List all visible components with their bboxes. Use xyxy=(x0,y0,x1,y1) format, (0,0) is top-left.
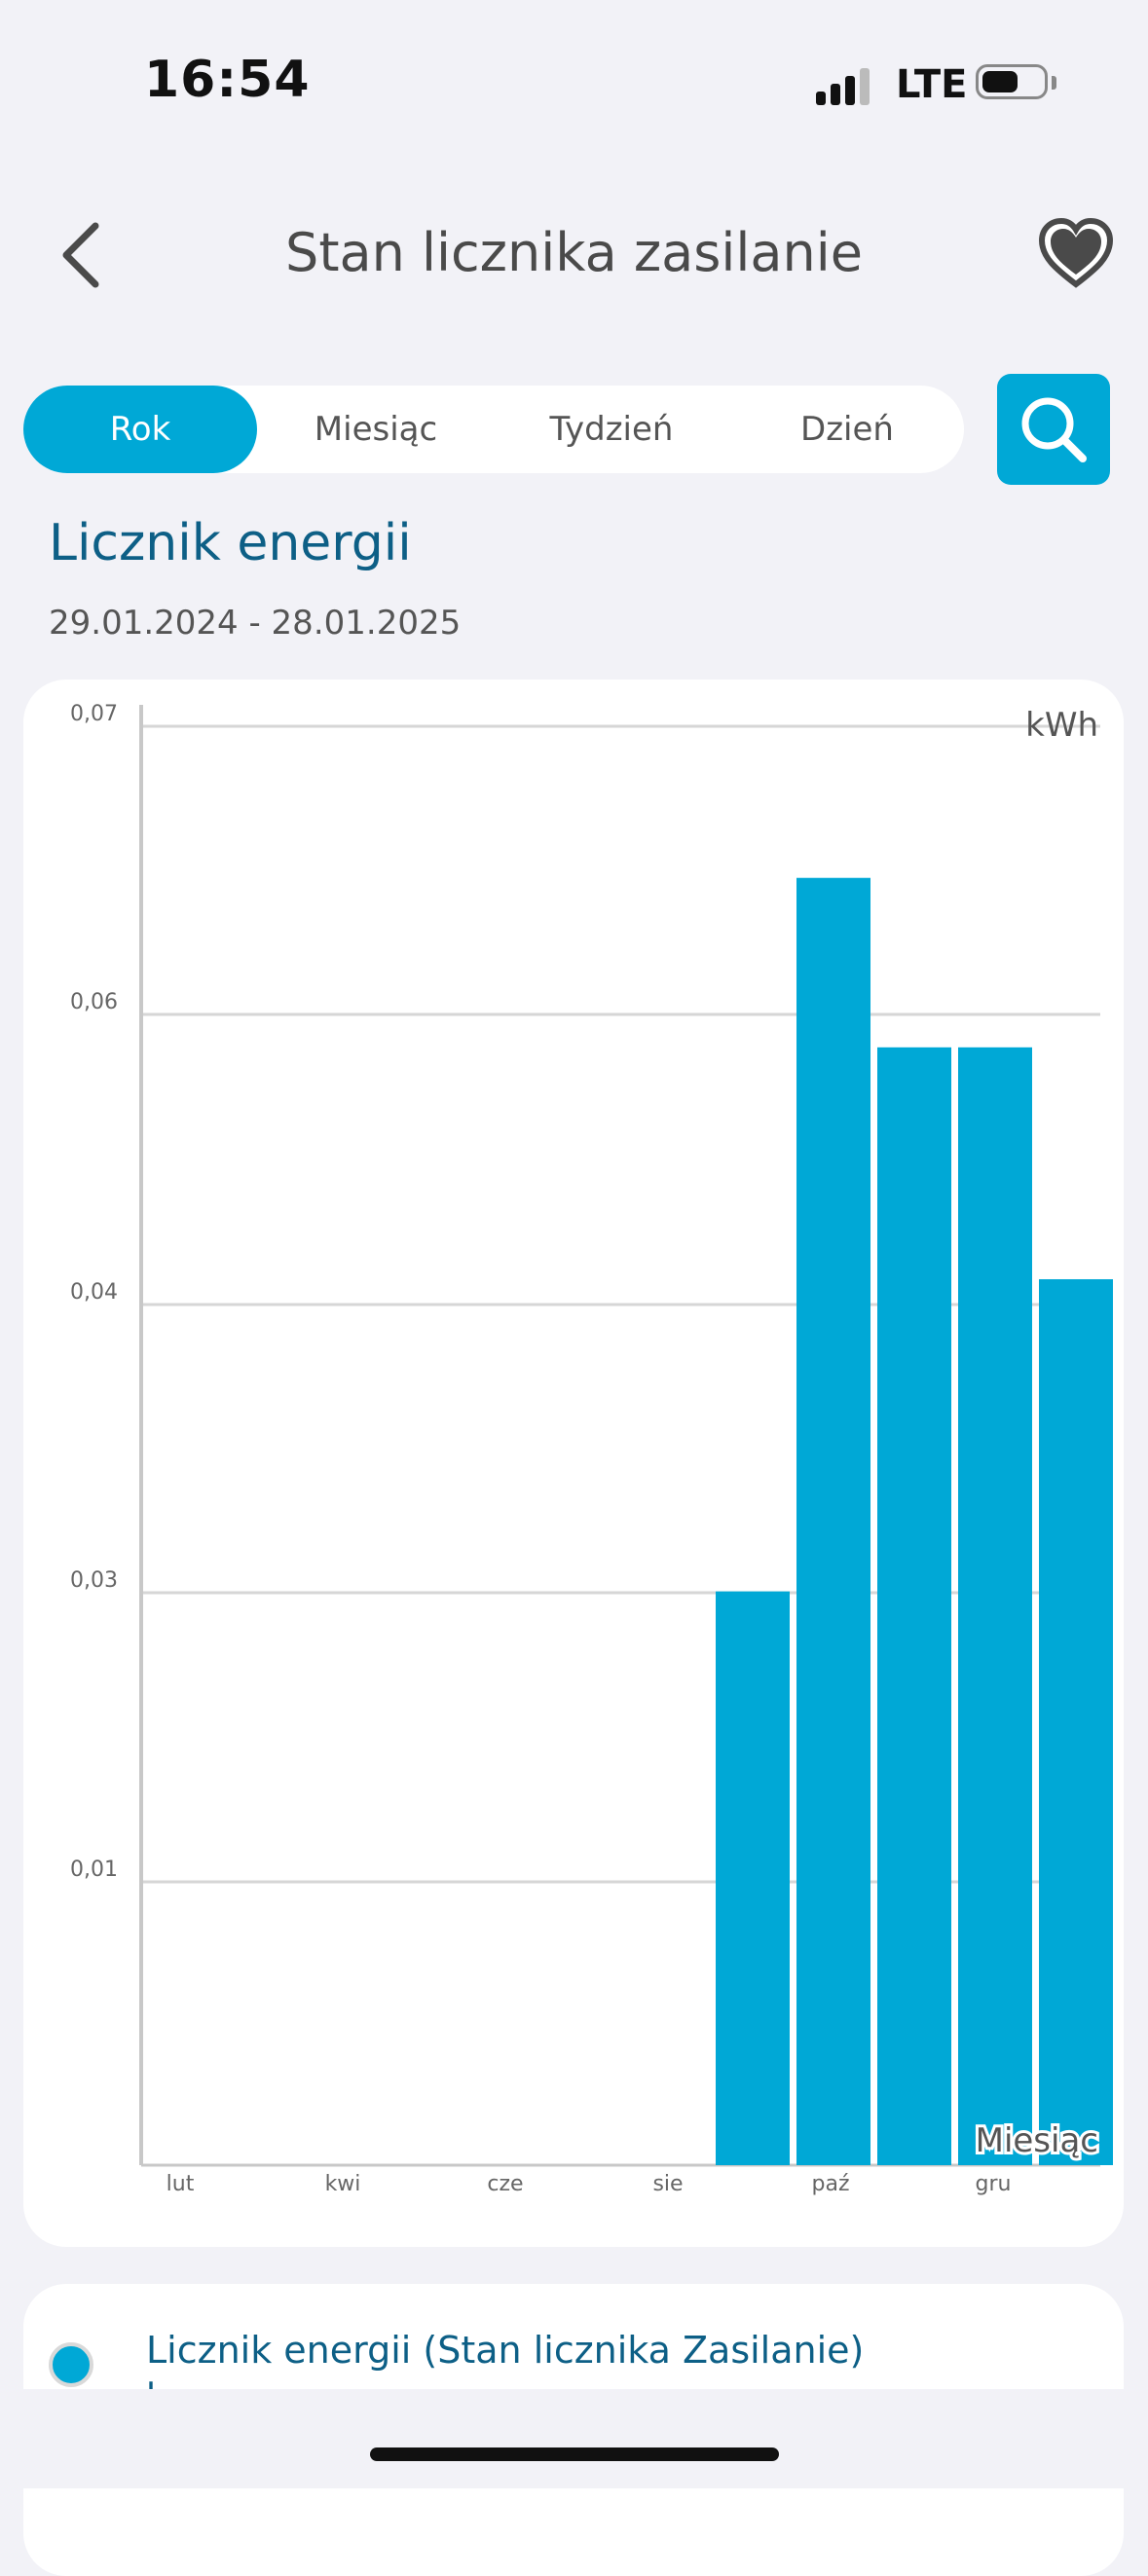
x-tick-label: sie xyxy=(652,2172,683,2196)
battery-tip xyxy=(1052,76,1056,90)
y-tick-label: 0,06 xyxy=(70,990,118,1014)
battery-icon xyxy=(976,64,1048,99)
y-unit-label: kWh xyxy=(1025,706,1098,745)
tab-day[interactable]: Dzień xyxy=(800,410,894,449)
search-button[interactable] xyxy=(997,374,1110,485)
home-indicator[interactable] xyxy=(370,2447,779,2461)
y-tick-label: 0,07 xyxy=(70,702,118,726)
y-tick-label: 0,03 xyxy=(70,1568,118,1593)
legend-series-toggle[interactable] xyxy=(49,2342,93,2387)
period-selector: Rok Miesiąc Tydzień Dzień xyxy=(23,386,964,473)
x-tick-label: paź xyxy=(812,2172,850,2196)
bottom-safe-area xyxy=(0,2389,1148,2488)
x-unit-label: Miesiąc xyxy=(976,2121,1098,2160)
status-time: 16:54 xyxy=(144,51,311,109)
heart-icon xyxy=(1038,217,1114,288)
chart-card: 0,07 0,06 0,04 0,03 0,01 kWh lut kwi cze sie paź gr… xyxy=(23,680,1124,2247)
y-tick-label: 0,04 xyxy=(70,1280,118,1305)
x-tick-label: cze xyxy=(487,2172,523,2196)
section-title: Licznik energii xyxy=(49,514,412,572)
legend-label: Licznik energii (Stan licznika Zasilanie… xyxy=(146,2329,865,2372)
x-tick-label: lut xyxy=(167,2172,195,2196)
y-tick-label: 0,01 xyxy=(70,1858,118,1882)
tab-year[interactable]: Rok xyxy=(23,386,257,473)
network-type: LTE xyxy=(896,62,968,107)
tab-month[interactable]: Miesiąc xyxy=(314,410,438,449)
x-tick-label: kwi xyxy=(325,2172,361,2196)
signal-icon xyxy=(816,66,874,105)
energy-bar-chart: 0,07 0,06 0,04 0,03 0,01 kWh lut kwi cze sie paź gr… xyxy=(70,702,1113,2196)
chevron-left-icon xyxy=(62,222,99,288)
page-title: Stan licznika zasilanie xyxy=(285,222,863,283)
bar xyxy=(1039,1278,1113,2165)
bar xyxy=(877,1047,951,2165)
bar xyxy=(958,1047,1032,2165)
x-tick-label: gru xyxy=(976,2172,1012,2196)
favorite-button[interactable] xyxy=(1036,214,1116,294)
search-icon xyxy=(1021,397,1087,462)
tab-week[interactable]: Tydzień xyxy=(549,410,674,449)
date-range: 29.01.2024 - 28.01.2025 xyxy=(49,604,462,643)
bar xyxy=(796,877,870,2165)
back-button[interactable] xyxy=(55,216,113,294)
bar xyxy=(716,1591,790,2165)
